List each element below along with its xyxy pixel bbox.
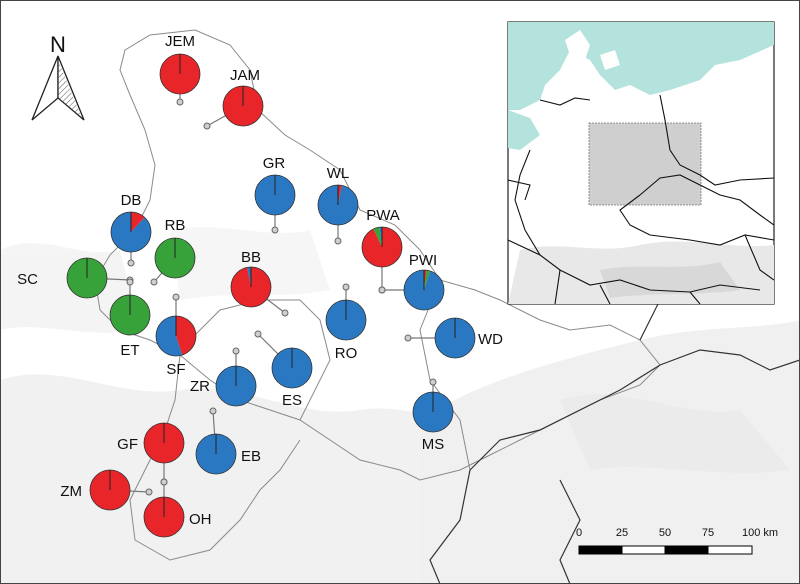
site-label-zm: ZM: [60, 483, 82, 500]
pie-ro: [325, 299, 367, 341]
pie-wd: [434, 317, 476, 359]
pie-gr: [254, 174, 296, 216]
scale-bar: 0 25 50 75 100 km: [576, 527, 778, 555]
site-label-pwi: PWI: [409, 252, 437, 269]
site-label-bb: BB: [241, 249, 261, 266]
site-label-zr: ZR: [190, 378, 210, 395]
pie-slice-bb-blue: [247, 267, 251, 287]
pie-oh: [143, 496, 185, 538]
site-label-rb: RB: [165, 217, 186, 234]
site-label-wl: WL: [327, 165, 350, 182]
site-location-db: [127, 259, 135, 267]
pie-es: [271, 347, 313, 389]
pie-slice-sf-red: [176, 316, 196, 356]
site-location-wd: [404, 334, 412, 342]
pie-jam: [222, 85, 264, 127]
pie-pwi: [403, 269, 445, 311]
site-location-wl: [334, 237, 342, 245]
pie-slice-wl-red: [338, 185, 342, 205]
scale-tick-75: 75: [702, 527, 714, 539]
pie-sf: [155, 315, 197, 357]
study-area-box: [588, 122, 702, 206]
site-label-jam: JAM: [230, 67, 260, 84]
site-labels: JEM JAM GR WL DB RB PWA BB PWI SC ET RO WD SF ZR ES MS GF…: [17, 33, 503, 528]
site-label-wd: WD: [478, 331, 503, 348]
site-label-pwa: PWA: [366, 207, 400, 224]
site-label-gf: GF: [117, 436, 138, 453]
site-label-sf: SF: [166, 361, 185, 378]
pie-wl: [317, 184, 359, 226]
site-location-eb: [209, 407, 217, 415]
site-location-pwi: [378, 286, 386, 294]
site-location-ms: [429, 378, 437, 386]
pie-rb: [154, 237, 196, 279]
scale-tick-0: 0: [576, 527, 582, 539]
pie-ms: [412, 391, 454, 433]
scale-tick-100: 100 km: [742, 527, 778, 539]
site-location-jam: [203, 122, 211, 130]
site-location-rb: [150, 278, 158, 286]
site-location-es: [254, 330, 262, 338]
pie-gf: [143, 422, 185, 464]
site-label-db: DB: [121, 192, 142, 209]
north-arrow: N: [31, 32, 85, 121]
pie-jem: [159, 53, 201, 95]
site-location-ro: [342, 283, 350, 291]
site-location-gr: [271, 226, 279, 234]
pie-sc: [66, 257, 108, 299]
pie-slice-db-red: [131, 212, 145, 232]
site-location-zr: [232, 347, 240, 355]
pie-eb: [195, 433, 237, 475]
site-pie-charts: [66, 53, 476, 538]
site-label-oh: OH: [189, 511, 212, 528]
site-label-sc: SC: [17, 271, 38, 288]
scale-tick-50: 50: [659, 527, 671, 539]
site-label-ro: RO: [335, 345, 358, 362]
site-label-gr: GR: [263, 155, 286, 172]
site-location-sf: [172, 293, 180, 301]
site-label-jem: JEM: [165, 33, 195, 50]
site-location-jem: [176, 98, 184, 106]
relief-shading: [0, 227, 800, 584]
site-location-bb: [281, 309, 289, 317]
site-label-et: ET: [120, 342, 139, 359]
north-label: N: [50, 32, 66, 57]
pie-pwa: [361, 226, 403, 268]
pie-db: [110, 211, 152, 253]
site-label-ms: MS: [422, 436, 445, 453]
site-location-zm: [145, 488, 153, 496]
pie-zm: [89, 469, 131, 511]
site-location-oh: [160, 478, 168, 486]
pie-slice-pwa-green: [373, 227, 382, 247]
pie-slice-pwa-blue: [379, 227, 382, 247]
pie-slice-pwi-green: [424, 270, 431, 290]
site-location-et: [126, 278, 134, 286]
scale-tick-25: 25: [616, 527, 628, 539]
inset-overview-map: [507, 21, 775, 305]
pie-slice-pwi-red: [424, 270, 427, 290]
pie-zr: [215, 365, 257, 407]
site-label-eb: EB: [241, 448, 261, 465]
pie-et: [109, 294, 151, 336]
pie-bb: [230, 266, 272, 308]
site-label-es: ES: [282, 392, 302, 409]
